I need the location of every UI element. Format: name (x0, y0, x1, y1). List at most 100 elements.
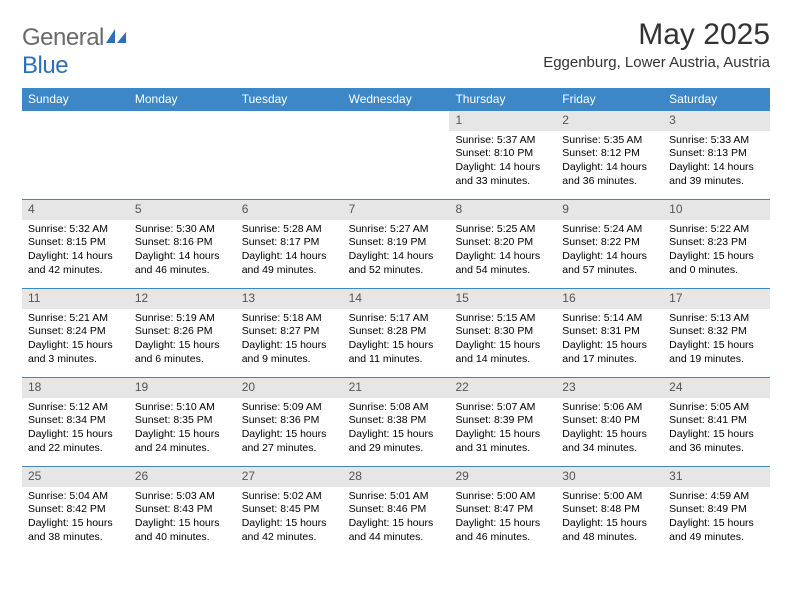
sunrise-text: Sunrise: 5:19 AM (135, 312, 230, 326)
month-title: May 2025 (543, 18, 770, 52)
daylight-text-line2: and 36 minutes. (669, 442, 764, 456)
sunrise-text: Sunrise: 5:30 AM (135, 223, 230, 237)
daylight-text-line1: Daylight: 15 hours (455, 517, 550, 531)
daylight-text-line2: and 17 minutes. (562, 353, 657, 367)
daylight-text-line1: Daylight: 15 hours (562, 428, 657, 442)
sunset-text: Sunset: 8:12 PM (562, 147, 657, 161)
daylight-text-line1: Daylight: 14 hours (242, 250, 337, 264)
week-row: 18Sunrise: 5:12 AMSunset: 8:34 PMDayligh… (22, 377, 770, 466)
day-number: 3 (663, 111, 770, 131)
calendar-grid: SundayMondayTuesdayWednesdayThursdayFrid… (22, 88, 770, 555)
day-number: 15 (449, 289, 556, 309)
day-content: Sunrise: 5:01 AMSunset: 8:46 PMDaylight:… (343, 487, 450, 549)
daylight-text-line1: Daylight: 15 hours (135, 517, 230, 531)
day-number: 11 (22, 289, 129, 309)
day-number: 28 (343, 467, 450, 487)
day-number: 27 (236, 467, 343, 487)
daylight-text-line2: and 36 minutes. (562, 175, 657, 189)
day-number: 20 (236, 378, 343, 398)
location-text: Eggenburg, Lower Austria, Austria (543, 54, 770, 71)
week-row: 25Sunrise: 5:04 AMSunset: 8:42 PMDayligh… (22, 466, 770, 555)
day-number: 31 (663, 467, 770, 487)
weekday-header-cell: Monday (129, 88, 236, 110)
sunset-text: Sunset: 8:41 PM (669, 414, 764, 428)
logo: General Blue (22, 24, 128, 80)
day-number: 10 (663, 200, 770, 220)
sunset-text: Sunset: 8:36 PM (242, 414, 337, 428)
day-cell: 6Sunrise: 5:28 AMSunset: 8:17 PMDaylight… (236, 200, 343, 288)
daylight-text-line1: Daylight: 15 hours (669, 339, 764, 353)
day-content: Sunrise: 5:19 AMSunset: 8:26 PMDaylight:… (129, 309, 236, 371)
day-cell: 24Sunrise: 5:05 AMSunset: 8:41 PMDayligh… (663, 378, 770, 466)
sunset-text: Sunset: 8:34 PM (28, 414, 123, 428)
sunset-text: Sunset: 8:32 PM (669, 325, 764, 339)
day-number: 1 (449, 111, 556, 131)
daylight-text-line1: Daylight: 14 hours (349, 250, 444, 264)
day-number: 8 (449, 200, 556, 220)
logo-sail-icon (106, 29, 128, 50)
sunset-text: Sunset: 8:48 PM (562, 503, 657, 517)
daylight-text-line1: Daylight: 15 hours (242, 339, 337, 353)
weeks-container: ....1Sunrise: 5:37 AMSunset: 8:10 PMDayl… (22, 110, 770, 555)
daylight-text-line1: Daylight: 15 hours (349, 339, 444, 353)
day-content: Sunrise: 5:15 AMSunset: 8:30 PMDaylight:… (449, 309, 556, 371)
weekday-header-cell: Saturday (663, 88, 770, 110)
day-content: Sunrise: 5:27 AMSunset: 8:19 PMDaylight:… (343, 220, 450, 282)
sunset-text: Sunset: 8:38 PM (349, 414, 444, 428)
day-number: 21 (343, 378, 450, 398)
daylight-text-line2: and 14 minutes. (455, 353, 550, 367)
daylight-text-line1: Daylight: 15 hours (135, 428, 230, 442)
day-cell: 8Sunrise: 5:25 AMSunset: 8:20 PMDaylight… (449, 200, 556, 288)
sunrise-text: Sunrise: 5:27 AM (349, 223, 444, 237)
day-content: Sunrise: 5:02 AMSunset: 8:45 PMDaylight:… (236, 487, 343, 549)
day-cell: 13Sunrise: 5:18 AMSunset: 8:27 PMDayligh… (236, 289, 343, 377)
day-cell: 18Sunrise: 5:12 AMSunset: 8:34 PMDayligh… (22, 378, 129, 466)
sunrise-text: Sunrise: 5:03 AM (135, 490, 230, 504)
sunset-text: Sunset: 8:24 PM (28, 325, 123, 339)
day-content: Sunrise: 5:18 AMSunset: 8:27 PMDaylight:… (236, 309, 343, 371)
sunrise-text: Sunrise: 5:14 AM (562, 312, 657, 326)
weekday-header-row: SundayMondayTuesdayWednesdayThursdayFrid… (22, 88, 770, 110)
day-number: 16 (556, 289, 663, 309)
weekday-header-cell: Tuesday (236, 88, 343, 110)
day-content: Sunrise: 5:14 AMSunset: 8:31 PMDaylight:… (556, 309, 663, 371)
sunset-text: Sunset: 8:26 PM (135, 325, 230, 339)
header: General Blue May 2025 Eggenburg, Lower A… (22, 18, 770, 80)
day-content: Sunrise: 5:07 AMSunset: 8:39 PMDaylight:… (449, 398, 556, 460)
daylight-text-line2: and 54 minutes. (455, 264, 550, 278)
daylight-text-line2: and 40 minutes. (135, 531, 230, 545)
day-content: Sunrise: 5:30 AMSunset: 8:16 PMDaylight:… (129, 220, 236, 282)
weekday-header-cell: Thursday (449, 88, 556, 110)
sunrise-text: Sunrise: 5:10 AM (135, 401, 230, 415)
daylight-text-line2: and 49 minutes. (669, 531, 764, 545)
day-content: Sunrise: 5:33 AMSunset: 8:13 PMDaylight:… (663, 131, 770, 193)
daylight-text-line2: and 3 minutes. (28, 353, 123, 367)
daylight-text-line1: Daylight: 15 hours (242, 517, 337, 531)
calendar-page: General Blue May 2025 Eggenburg, Lower A… (0, 0, 792, 567)
day-cell: 14Sunrise: 5:17 AMSunset: 8:28 PMDayligh… (343, 289, 450, 377)
day-cell: 1Sunrise: 5:37 AMSunset: 8:10 PMDaylight… (449, 111, 556, 199)
daylight-text-line1: Daylight: 15 hours (455, 428, 550, 442)
day-cell: 19Sunrise: 5:10 AMSunset: 8:35 PMDayligh… (129, 378, 236, 466)
daylight-text-line1: Daylight: 15 hours (28, 339, 123, 353)
day-content: Sunrise: 5:21 AMSunset: 8:24 PMDaylight:… (22, 309, 129, 371)
day-number: 30 (556, 467, 663, 487)
sunset-text: Sunset: 8:35 PM (135, 414, 230, 428)
daylight-text-line2: and 0 minutes. (669, 264, 764, 278)
day-cell: 5Sunrise: 5:30 AMSunset: 8:16 PMDaylight… (129, 200, 236, 288)
day-content: Sunrise: 5:17 AMSunset: 8:28 PMDaylight:… (343, 309, 450, 371)
day-cell: 12Sunrise: 5:19 AMSunset: 8:26 PMDayligh… (129, 289, 236, 377)
daylight-text-line1: Daylight: 15 hours (455, 339, 550, 353)
day-cell: 7Sunrise: 5:27 AMSunset: 8:19 PMDaylight… (343, 200, 450, 288)
daylight-text-line2: and 34 minutes. (562, 442, 657, 456)
sunrise-text: Sunrise: 5:00 AM (455, 490, 550, 504)
daylight-text-line2: and 44 minutes. (349, 531, 444, 545)
sunset-text: Sunset: 8:30 PM (455, 325, 550, 339)
daylight-text-line1: Daylight: 15 hours (562, 517, 657, 531)
day-cell: 28Sunrise: 5:01 AMSunset: 8:46 PMDayligh… (343, 467, 450, 555)
sunset-text: Sunset: 8:20 PM (455, 236, 550, 250)
day-content: Sunrise: 5:13 AMSunset: 8:32 PMDaylight:… (663, 309, 770, 371)
daylight-text-line1: Daylight: 15 hours (242, 428, 337, 442)
sunrise-text: Sunrise: 5:15 AM (455, 312, 550, 326)
daylight-text-line2: and 38 minutes. (28, 531, 123, 545)
